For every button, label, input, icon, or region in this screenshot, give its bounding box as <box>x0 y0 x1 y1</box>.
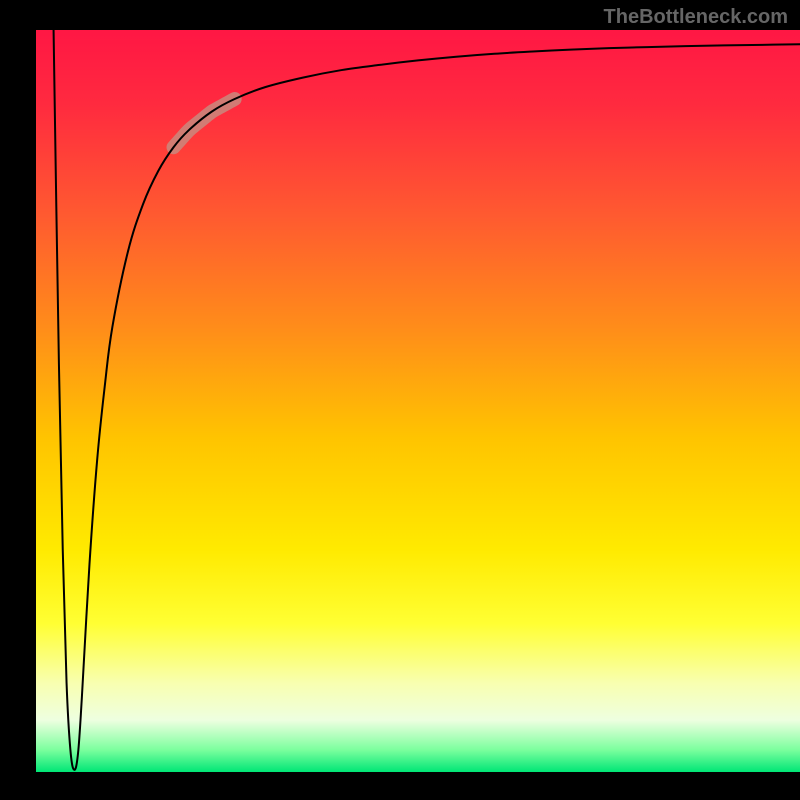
chart-container: TheBottleneck.com <box>0 0 800 800</box>
highlight-segment <box>174 99 235 147</box>
curve-svg-layer <box>36 30 800 772</box>
watermark-text: TheBottleneck.com <box>604 6 788 29</box>
plot-area <box>36 30 800 772</box>
main-bottleneck-curve <box>54 30 800 770</box>
